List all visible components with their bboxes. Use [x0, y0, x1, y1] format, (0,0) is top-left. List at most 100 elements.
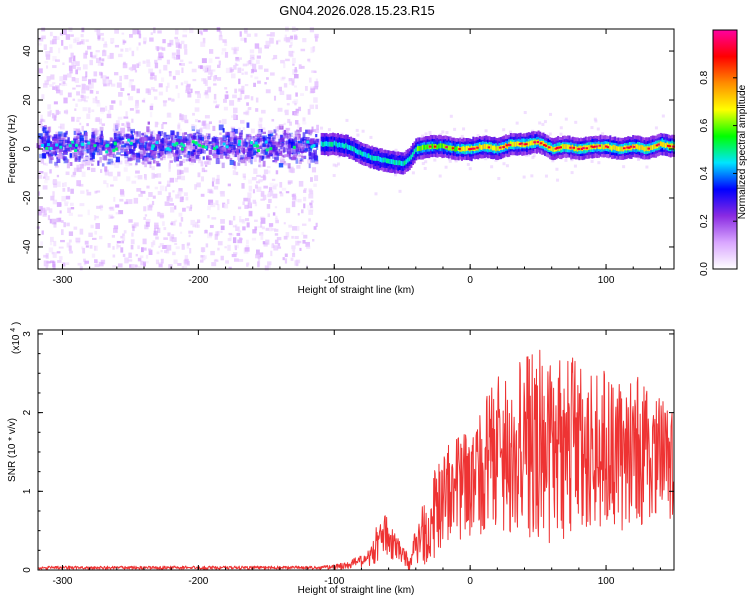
spectrogram-cell — [213, 93, 217, 100]
spectrogram-cell — [251, 237, 256, 241]
spectrogram-cell — [284, 148, 288, 153]
spectrogram-cell — [259, 232, 264, 236]
spectrogram-cell — [332, 141, 335, 147]
spectrogram-cell — [261, 146, 267, 150]
spectrogram-cell — [140, 155, 144, 159]
spectrogram-cell — [75, 143, 79, 147]
spectrogram-cell — [147, 137, 152, 141]
spectrogram-cell — [122, 136, 125, 140]
spectrogram-cell — [253, 82, 256, 87]
spectrogram-cell — [70, 146, 74, 151]
spectrogram-cell — [48, 208, 53, 213]
spectrogram-cell — [129, 34, 133, 38]
spectrogram-cell — [223, 148, 227, 154]
spectrogram-cell — [531, 140, 534, 146]
spectrogram-cell — [398, 189, 402, 193]
spectrogram-cell — [167, 143, 171, 148]
spectrogram-cell — [268, 149, 273, 155]
spectrogram-cell — [87, 141, 91, 145]
spectrogram-cell — [289, 132, 294, 137]
spectrogram-cell — [139, 142, 144, 146]
spectrogram-cell — [308, 77, 312, 83]
spectrogram-cell — [157, 56, 162, 61]
spectrogram-cell — [159, 138, 162, 143]
spectrogram-cell — [144, 224, 149, 230]
spectrogram-cell — [84, 96, 89, 99]
spectrogram-cell — [295, 158, 299, 164]
spectrogram-cell — [256, 55, 261, 59]
spectrogram-cell — [170, 147, 173, 153]
spectrogram-cell — [313, 86, 319, 90]
spectrogram-cell — [296, 129, 299, 132]
spectrogram-cell — [157, 191, 162, 195]
spectrogram-cell — [257, 255, 261, 259]
spectrogram-cell — [310, 206, 314, 212]
spectrogram-cell — [177, 124, 181, 130]
spectrogram-cell — [179, 139, 183, 143]
spectrogram-cell — [302, 141, 307, 144]
spectrogram-cell — [292, 196, 298, 201]
spectrogram-cell — [48, 154, 52, 159]
y-tick-label: -40 — [22, 239, 33, 254]
spectrogram-cell — [257, 258, 261, 262]
spectrogram-cell — [274, 141, 280, 148]
spectrogram-cell — [651, 145, 654, 150]
spectrogram-cell — [264, 44, 270, 49]
spectrogram-cell — [431, 143, 434, 149]
spectrogram-cell — [163, 250, 168, 254]
spectrogram-cell — [71, 62, 75, 68]
spectrogram-cell — [218, 120, 222, 124]
spectrogram-cell — [279, 145, 283, 150]
spectrogram-cell — [483, 143, 486, 149]
spectrogram-cell — [668, 145, 672, 148]
spectrogram-cell — [139, 255, 144, 259]
spectrogram-cell — [38, 68, 43, 74]
spectrogram-cell — [243, 27, 248, 33]
spectrogram-cell — [439, 143, 442, 149]
spectrogram-cell — [252, 229, 257, 234]
spectrogram-cell — [44, 176, 50, 181]
spectrogram-cell — [95, 117, 100, 122]
spectrogram-cell — [265, 227, 270, 231]
spectrogram-cell — [182, 29, 188, 33]
spectrogram-cell — [47, 149, 52, 155]
spectrogram-cell — [480, 145, 483, 150]
spectrogram-cell — [655, 144, 659, 147]
spectrogram-cell — [151, 166, 155, 171]
spectrogram-cell — [306, 245, 311, 249]
spectrogram-cell — [242, 141, 248, 148]
spectrogram-cell — [257, 137, 262, 143]
spectrogram-cell — [220, 219, 225, 224]
spectrogram-cell — [645, 146, 648, 152]
spectrogram-cell — [140, 190, 146, 194]
spectrogram-cell — [127, 127, 131, 132]
spectrogram-cell — [228, 266, 232, 270]
spectrogram-cell — [207, 214, 210, 219]
spectrogram-cell — [280, 124, 283, 129]
spectrogram-cell — [131, 85, 136, 91]
spectrogram-cell — [198, 143, 202, 147]
spectrogram-cell — [247, 198, 251, 204]
spectrogram-cell — [267, 262, 271, 268]
spectrogram-cell — [484, 129, 488, 133]
spectrogram-cell — [322, 142, 325, 147]
spectrogram-cell — [274, 239, 279, 245]
spectrogram-cell — [216, 174, 220, 181]
spectrogram-cell — [292, 249, 295, 255]
spectrogram-cell — [56, 181, 61, 188]
spectrogram-cell — [108, 207, 113, 210]
spectrogram-cell — [169, 160, 173, 163]
spectrogram-cell — [167, 112, 171, 118]
spectrogram-cell — [81, 27, 85, 33]
spectrogram-cell — [151, 87, 155, 91]
spectrogram-cell — [45, 133, 50, 139]
snr-x-axis-label: Height of straight line (km) — [298, 585, 415, 596]
spectrogram-cell — [506, 144, 509, 150]
spectrogram-cell — [292, 195, 297, 201]
spectrogram-cell — [259, 252, 264, 258]
spectrogram-cell — [164, 186, 168, 192]
spectrogram-cell — [127, 156, 132, 162]
spectrogram-cell — [212, 150, 217, 157]
spectrogram-cell — [78, 183, 84, 187]
spectrogram-cell — [85, 39, 89, 42]
